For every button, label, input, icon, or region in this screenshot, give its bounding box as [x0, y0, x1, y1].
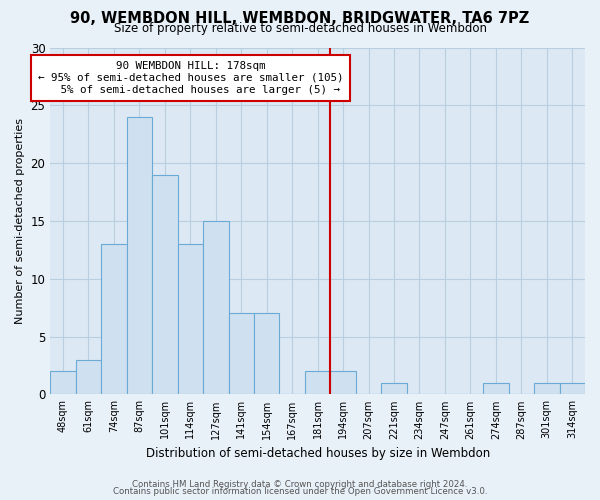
Text: Size of property relative to semi-detached houses in Wembdon: Size of property relative to semi-detach… [113, 22, 487, 35]
Y-axis label: Number of semi-detached properties: Number of semi-detached properties [15, 118, 25, 324]
Bar [534, 383, 560, 394]
Text: Contains public sector information licensed under the Open Government Licence v3: Contains public sector information licen… [113, 487, 487, 496]
Text: 90, WEMBDON HILL, WEMBDON, BRIDGWATER, TA6 7PZ: 90, WEMBDON HILL, WEMBDON, BRIDGWATER, T… [70, 11, 530, 26]
Bar [254, 314, 280, 394]
Bar [127, 117, 152, 394]
X-axis label: Distribution of semi-detached houses by size in Wembdon: Distribution of semi-detached houses by … [146, 447, 490, 460]
Bar [50, 372, 76, 394]
Text: 90 WEMBDON HILL: 178sqm
← 95% of semi-detached houses are smaller (105)
   5% of: 90 WEMBDON HILL: 178sqm ← 95% of semi-de… [38, 62, 343, 94]
Bar [382, 383, 407, 394]
Bar [560, 383, 585, 394]
Bar [305, 372, 331, 394]
Bar [203, 221, 229, 394]
Bar [483, 383, 509, 394]
Bar [178, 244, 203, 394]
Text: Contains HM Land Registry data © Crown copyright and database right 2024.: Contains HM Land Registry data © Crown c… [132, 480, 468, 489]
Bar [229, 314, 254, 394]
Bar [76, 360, 101, 394]
Bar [331, 372, 356, 394]
Bar [152, 174, 178, 394]
Bar [101, 244, 127, 394]
